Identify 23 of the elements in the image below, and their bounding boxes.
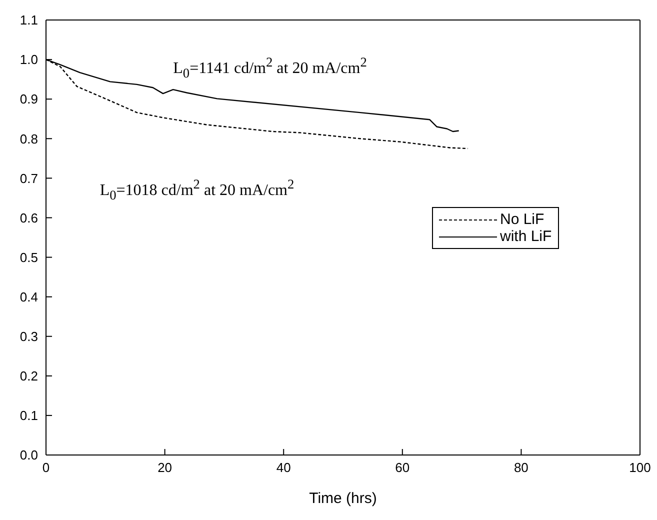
annotation: L$_{0}$=1018 cd/m$^{2}$ at 20 mA/cm$^{2}$: [100, 176, 294, 204]
annotation: L$_{0}$=1141 cd/m$^{2}$ at 20 mA/cm$^{2}$: [173, 54, 367, 82]
x-axis-title: Time (hrs): [309, 490, 377, 507]
y-tick-label: 0.9: [20, 92, 38, 107]
y-tick-label: 0.6: [20, 210, 38, 226]
x-tick-label: 60: [395, 460, 410, 476]
y-tick-label: 0.0: [20, 448, 38, 463]
x-tick-label: 0: [42, 460, 50, 476]
x-tick-label: 100: [629, 460, 651, 476]
y-tick-label: 0.4: [20, 289, 38, 304]
legend-label: with LiF: [500, 228, 552, 245]
x-tick-label: 20: [158, 460, 172, 476]
y-tick-label: 0.7: [20, 170, 38, 186]
y-tick-label: 0.8: [20, 131, 38, 146]
y-tick-label: 0.3: [20, 328, 38, 344]
y-tick-label: 1.1: [20, 12, 38, 28]
x-tick-label: 80: [514, 460, 528, 476]
y-tick-label: 1.0: [20, 52, 38, 68]
legend-label: No LiF: [500, 211, 544, 228]
y-tick-label: 0.2: [20, 368, 38, 384]
x-tick-label: 40: [276, 460, 291, 476]
y-tick-label: 0.5: [20, 250, 38, 265]
y-tick-label: 0.1: [20, 408, 38, 424]
